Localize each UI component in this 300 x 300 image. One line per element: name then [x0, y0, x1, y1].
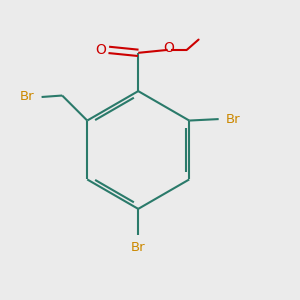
- Text: O: O: [164, 41, 175, 56]
- Text: Br: Br: [226, 112, 241, 126]
- Text: Br: Br: [20, 91, 34, 103]
- Text: Br: Br: [131, 241, 146, 254]
- Text: O: O: [95, 43, 106, 57]
